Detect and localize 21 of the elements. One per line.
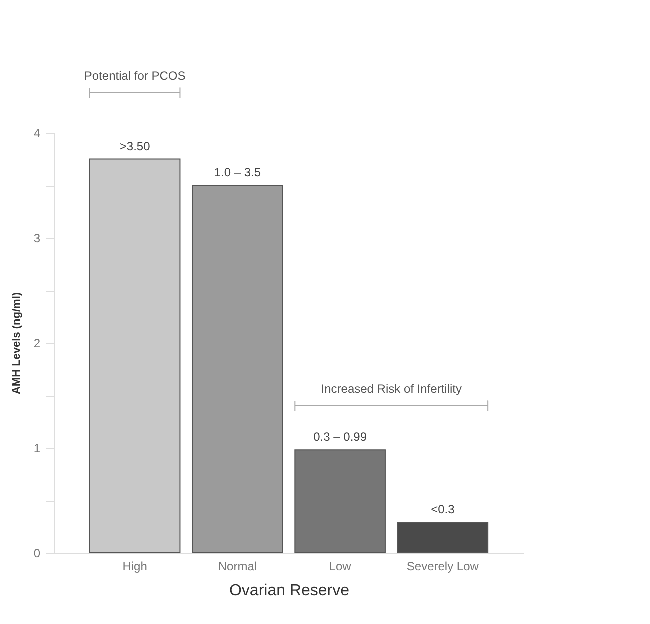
y-tick-label: 3 bbox=[34, 232, 41, 246]
y-tick-label: 4 bbox=[34, 126, 41, 140]
x-axis-title: Ovarian Reserve bbox=[229, 582, 350, 600]
y-tick-label: 2 bbox=[34, 336, 41, 350]
y-tick-label: 0 bbox=[34, 546, 41, 560]
bar bbox=[294, 450, 386, 554]
annotation: 0.3 – 0.99 bbox=[314, 430, 368, 444]
text: Potential for PCOS bbox=[84, 69, 186, 83]
annotation: Increased Risk of Infertility bbox=[321, 382, 462, 396]
bar bbox=[89, 158, 181, 554]
bar bbox=[397, 522, 489, 554]
annotation: 1.0 – 3.5 bbox=[214, 166, 262, 180]
y-axis-title: AMH Levels (ng/ml) bbox=[10, 292, 23, 395]
annotation: >3.50 bbox=[120, 139, 151, 154]
x-tick-label: Normal bbox=[218, 560, 258, 574]
x-tick-label: Severely Low bbox=[406, 560, 480, 574]
x-tick-label: High bbox=[122, 560, 148, 574]
annotation: <0.3 bbox=[431, 502, 456, 517]
bar bbox=[192, 185, 284, 554]
x-tick-label: Low bbox=[329, 560, 352, 574]
y-tick-label: 1 bbox=[34, 442, 41, 456]
